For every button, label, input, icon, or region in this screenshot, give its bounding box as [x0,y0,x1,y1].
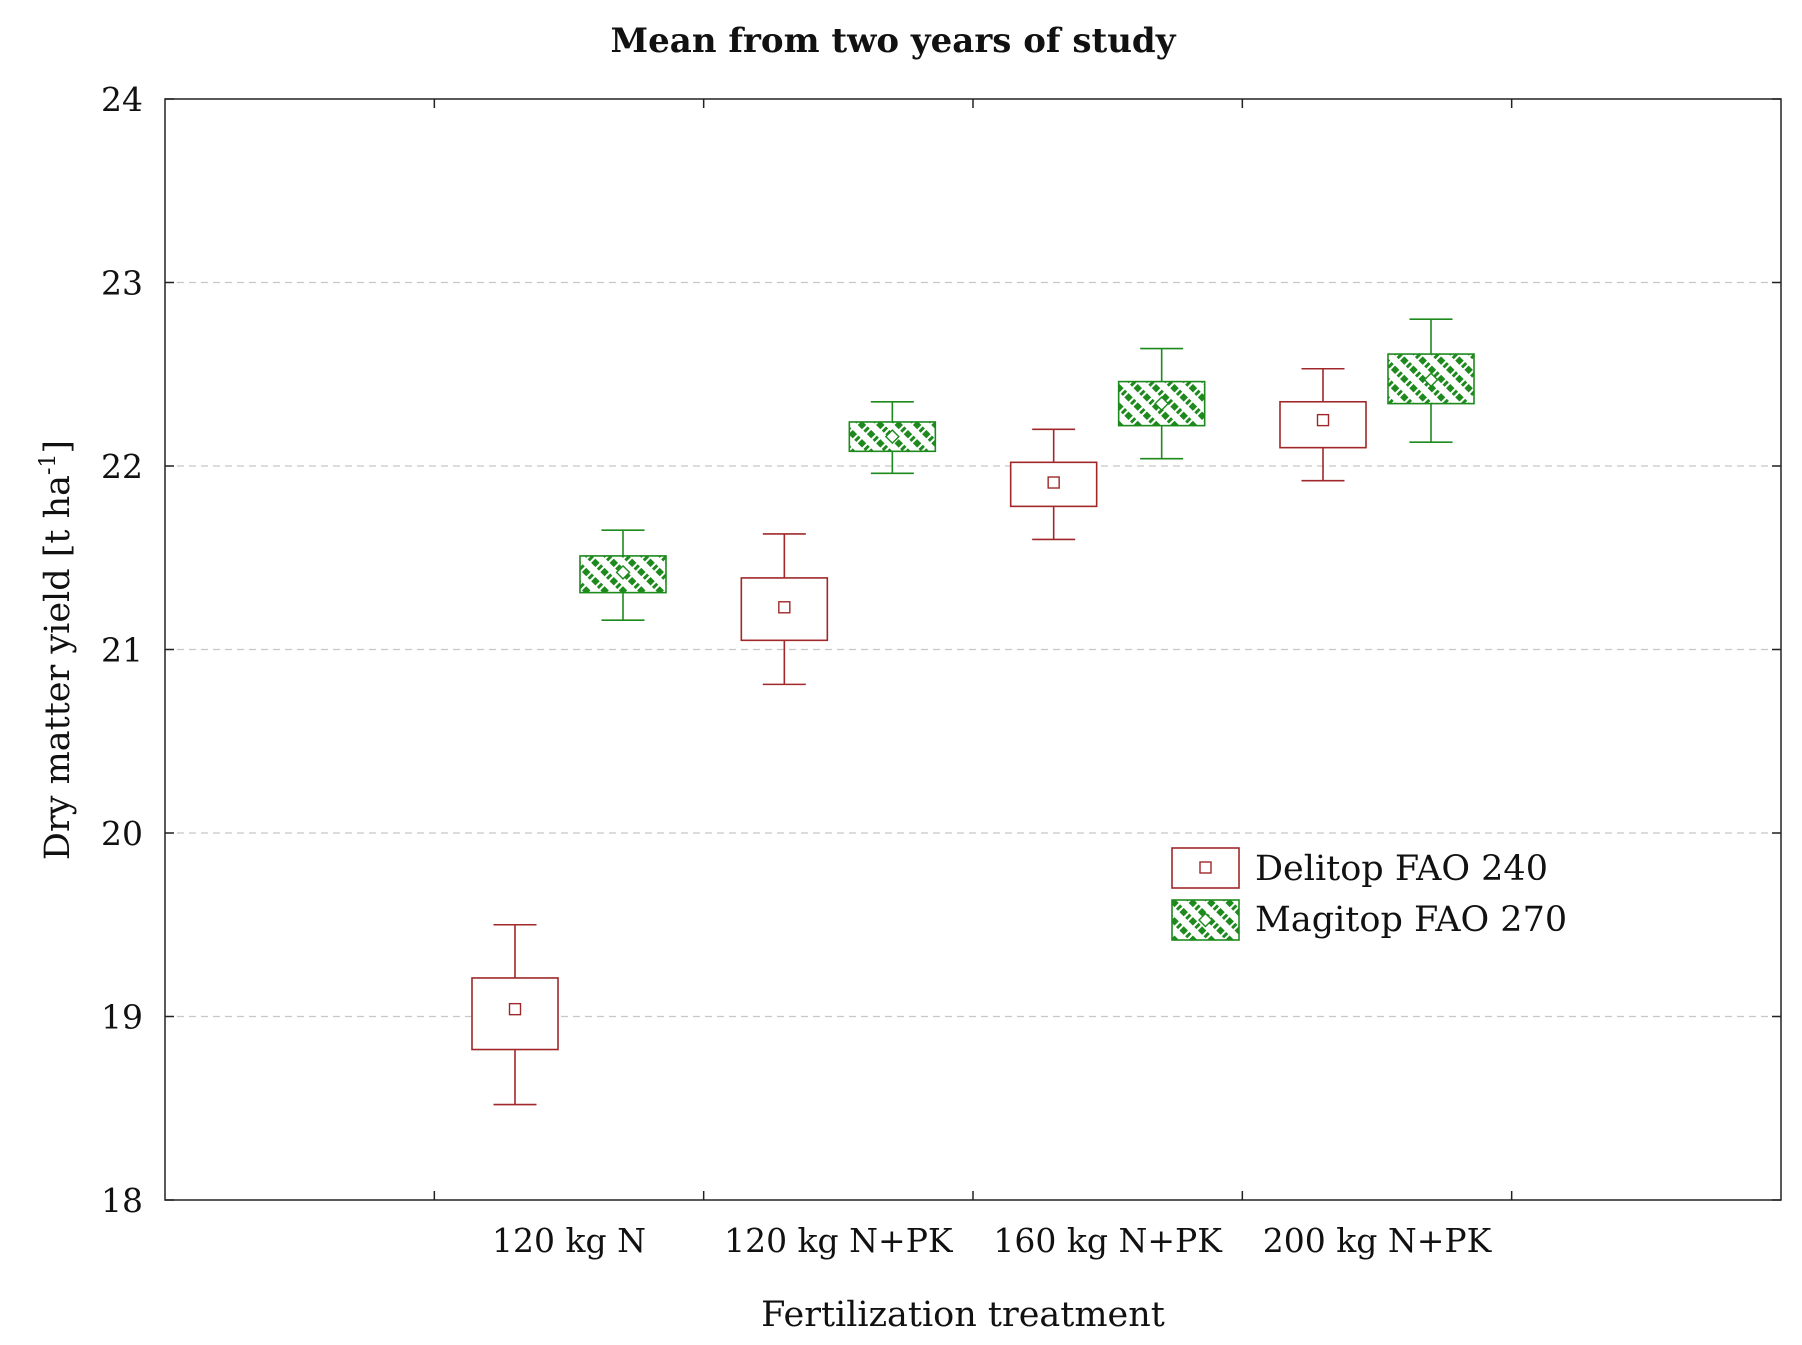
x-tick-label-0: 120 kg N [492,1221,646,1260]
x-tick-label-1: 120 kg N+PK [724,1221,954,1260]
grid-lines [165,281,1781,1018]
legend-label-magitop: Magitop FAO 270 [1255,900,1567,940]
legend-swatch-delitop [1171,847,1240,889]
mean-marker [1047,476,1060,489]
mean-marker [508,1002,522,1016]
box [740,577,829,642]
mean-marker [1316,413,1330,427]
chart-title: Mean from two years of study [611,21,1177,61]
y-tick-label-3: 21 [101,631,143,670]
y-tick-label-2: 20 [101,814,143,853]
y-axis-label-close: ] [38,440,78,454]
box-magitop-0 [579,529,667,621]
legend-label-delitop: Delitop FAO 240 [1255,849,1548,889]
box-magitop-1 [848,400,937,475]
mean-marker [778,601,791,614]
y-axis-label: Dry matter yield [t ha-1] [36,440,78,860]
y-tick-label-0: 18 [101,1181,143,1220]
y-tick-label-4: 22 [101,447,143,486]
box-magitop-3 [1387,318,1475,443]
box-delitop-3 [1279,367,1367,482]
legend-marker-square [1199,861,1212,874]
mean-marker [884,429,900,445]
x-tick-label-2: 160 kg N+PK [993,1221,1223,1260]
legend-item-delitop: Delitop FAO 240 [1171,847,1548,889]
y-tick-label-1: 19 [101,998,143,1037]
y-tick-label-6: 24 [101,80,143,119]
box-magitop-2 [1117,347,1206,460]
mean-marker [615,564,631,580]
box-delitop-1 [740,533,829,686]
y-axis: 18 19 20 21 22 23 24 [101,80,1781,1220]
y-tick-label-5: 23 [101,264,143,303]
y-axis-label-superscript: -1 [36,454,61,475]
plot-series [471,318,1475,1106]
legend-marker-diamond [1198,912,1213,928]
mean-marker [1154,396,1170,412]
y-axis-label-main: Dry matter yield [t ha [38,475,78,860]
x-axis-label: Fertilization treatment [761,1295,1165,1335]
box-delitop-2 [1009,428,1098,541]
legend: Delitop FAO 240 Magitop FAO 270 [1171,847,1567,941]
box-delitop-0 [471,923,559,1106]
legend-item-magitop: Magitop FAO 270 [1171,899,1567,941]
x-tick-label-3: 200 kg N+PK [1263,1221,1493,1260]
mean-marker [1423,372,1439,388]
x-axis: 120 kg N 120 kg N+PK 160 kg N+PK 200 kg N+P… [433,99,1513,1260]
